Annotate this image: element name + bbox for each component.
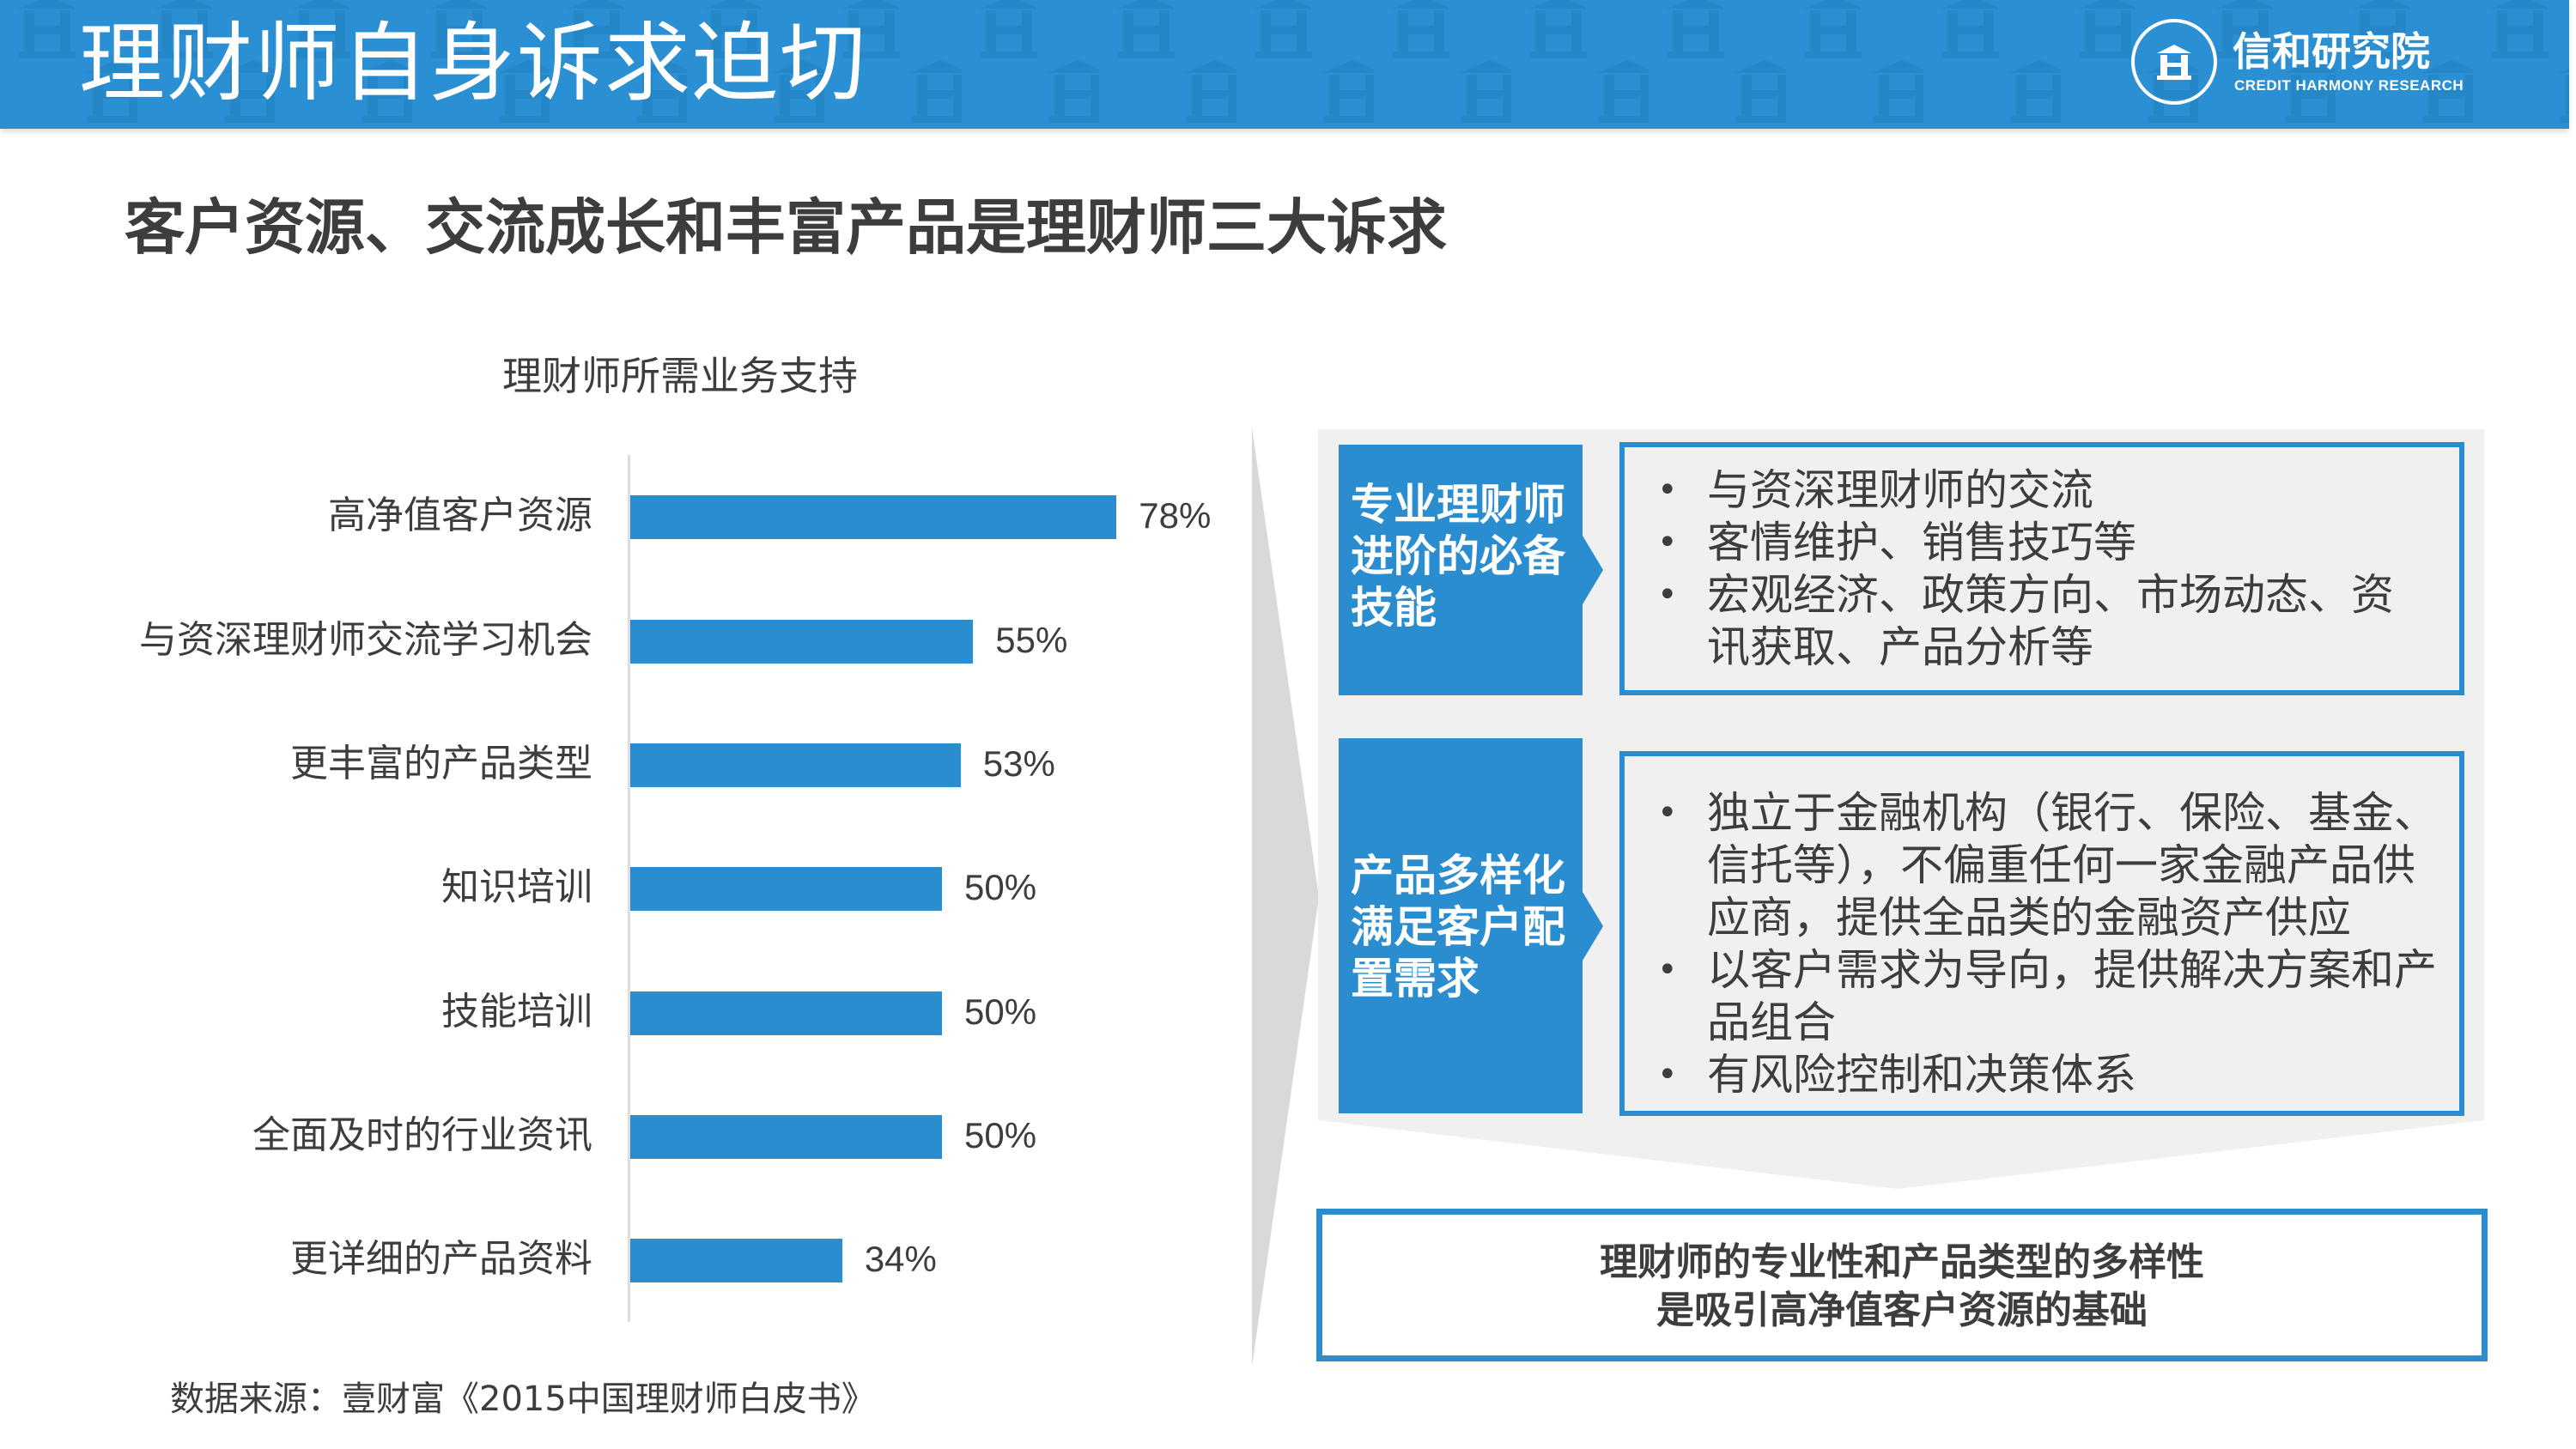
logo-text-en: CREDIT HARMONY RESEARCH [2234,77,2464,94]
data-source-note: 数据来源：壹财富《2015中国理财师白皮书》 [170,1379,876,1419]
category-line: 置需求 [1351,954,1479,1003]
category-box-skills: 专业理财师 进阶的必备 技能 [1339,445,1583,695]
chart-axis-line [628,455,630,1322]
bar-value-label: 50% [964,991,1037,1032]
detail-item: 独立于金融机构（银行、保险、基金、信托等），不偏重任何一家金融产品供应商，提供全… [1625,787,2459,944]
logo-seal-icon [2131,19,2217,105]
bar-category-label: 与资深理财师交流学习机会 [139,618,592,662]
category-box-products: 产品多样化 满足客户配 置需求 [1339,738,1583,1113]
bar-row: 技能培训 50% [0,990,1245,1035]
building-seal-icon [2157,45,2191,80]
bar-row: 更详细的产品资料 34% [0,1237,1245,1282]
bar-value-label: 78% [1139,495,1212,536]
chart-title: 理财师所需业务支持 [502,353,858,399]
detail-list: 与资深理财师的交流 客情维护、销售技巧等 宏观经济、政策方向、市场动态、资讯获取… [1625,464,2459,674]
conclusion-box: 理财师的专业性和产品类型的多样性 是吸引高净值客户资源的基础 [1316,1209,2488,1361]
bar-category-label: 知识培训 [441,865,592,909]
category-line: 技能 [1351,583,1437,633]
bar-value-label: 53% [982,743,1055,784]
bar-row: 高净值客户资源 78% [0,494,1245,539]
category-line: 专业理财师 [1351,480,1565,530]
category-line: 产品多样化 [1351,851,1565,900]
bar [630,1115,942,1159]
bar-value-label: 34% [864,1239,937,1279]
bar [630,1239,842,1282]
arrow-right-icon [1583,892,1603,961]
detail-item: 宏观经济、政策方向、市场动态、资讯获取、产品分析等 [1625,569,2459,674]
bar-category-label: 全面及时的行业资讯 [252,1113,592,1157]
bar-category-label: 更丰富的产品类型 [290,742,592,785]
bar-value-label: 50% [964,1115,1037,1155]
header-banner: 理财师自身诉求迫切 信和研究院 CREDIT HARMONY RESEARCH [0,0,2569,129]
bar-row: 与资深理财师交流学习机会 55% [0,618,1245,664]
pointer-wedge-icon [1252,427,1319,1367]
bar [630,743,961,787]
detail-item: 客情维护、销售技巧等 [1625,517,2459,569]
bar [630,867,942,911]
detail-box-skills: 与资深理财师的交流 客情维护、销售技巧等 宏观经济、政策方向、市场动态、资讯获取… [1619,442,2464,695]
detail-list: 独立于金融机构（银行、保险、基金、信托等），不偏重任何一家金融产品供应商，提供全… [1625,787,2459,1101]
bar-category-label: 更详细的产品资料 [290,1237,592,1281]
category-line: 满足客户配 [1351,902,1565,952]
bar [630,620,974,664]
detail-item: 以客户需求为导向，提供解决方案和产品组合 [1625,944,2459,1049]
conclusion-line: 是吸引高净值客户资源的基础 [1656,1288,2148,1332]
bar-row: 知识培训 50% [0,865,1245,911]
logo-text-cn: 信和研究院 [2233,28,2430,75]
bar-row: 全面及时的行业资讯 50% [0,1113,1245,1159]
detail-item: 有风险控制和决策体系 [1625,1049,2459,1101]
bar [630,991,942,1035]
slide-subtitle: 客户资源、交流成长和丰富产品是理财师三大诉求 [125,192,1447,263]
detail-item: 与资深理财师的交流 [1625,464,2459,517]
detail-box-products: 独立于金融机构（银行、保险、基金、信托等），不偏重任何一家金融产品供应商，提供全… [1619,751,2464,1116]
bar-category-label: 高净值客户资源 [328,494,592,537]
bar-category-label: 技能培训 [441,990,592,1034]
bar-row: 更丰富的产品类型 53% [0,742,1245,787]
bar-value-label: 50% [964,867,1037,907]
conclusion-line: 理财师的专业性和产品类型的多样性 [1600,1240,2204,1284]
category-line: 进阶的必备 [1351,531,1565,581]
arrow-right-icon [1583,536,1603,604]
bar [630,495,1117,539]
bar-value-label: 55% [995,620,1068,660]
page-title: 理财师自身诉求迫切 [79,13,867,113]
